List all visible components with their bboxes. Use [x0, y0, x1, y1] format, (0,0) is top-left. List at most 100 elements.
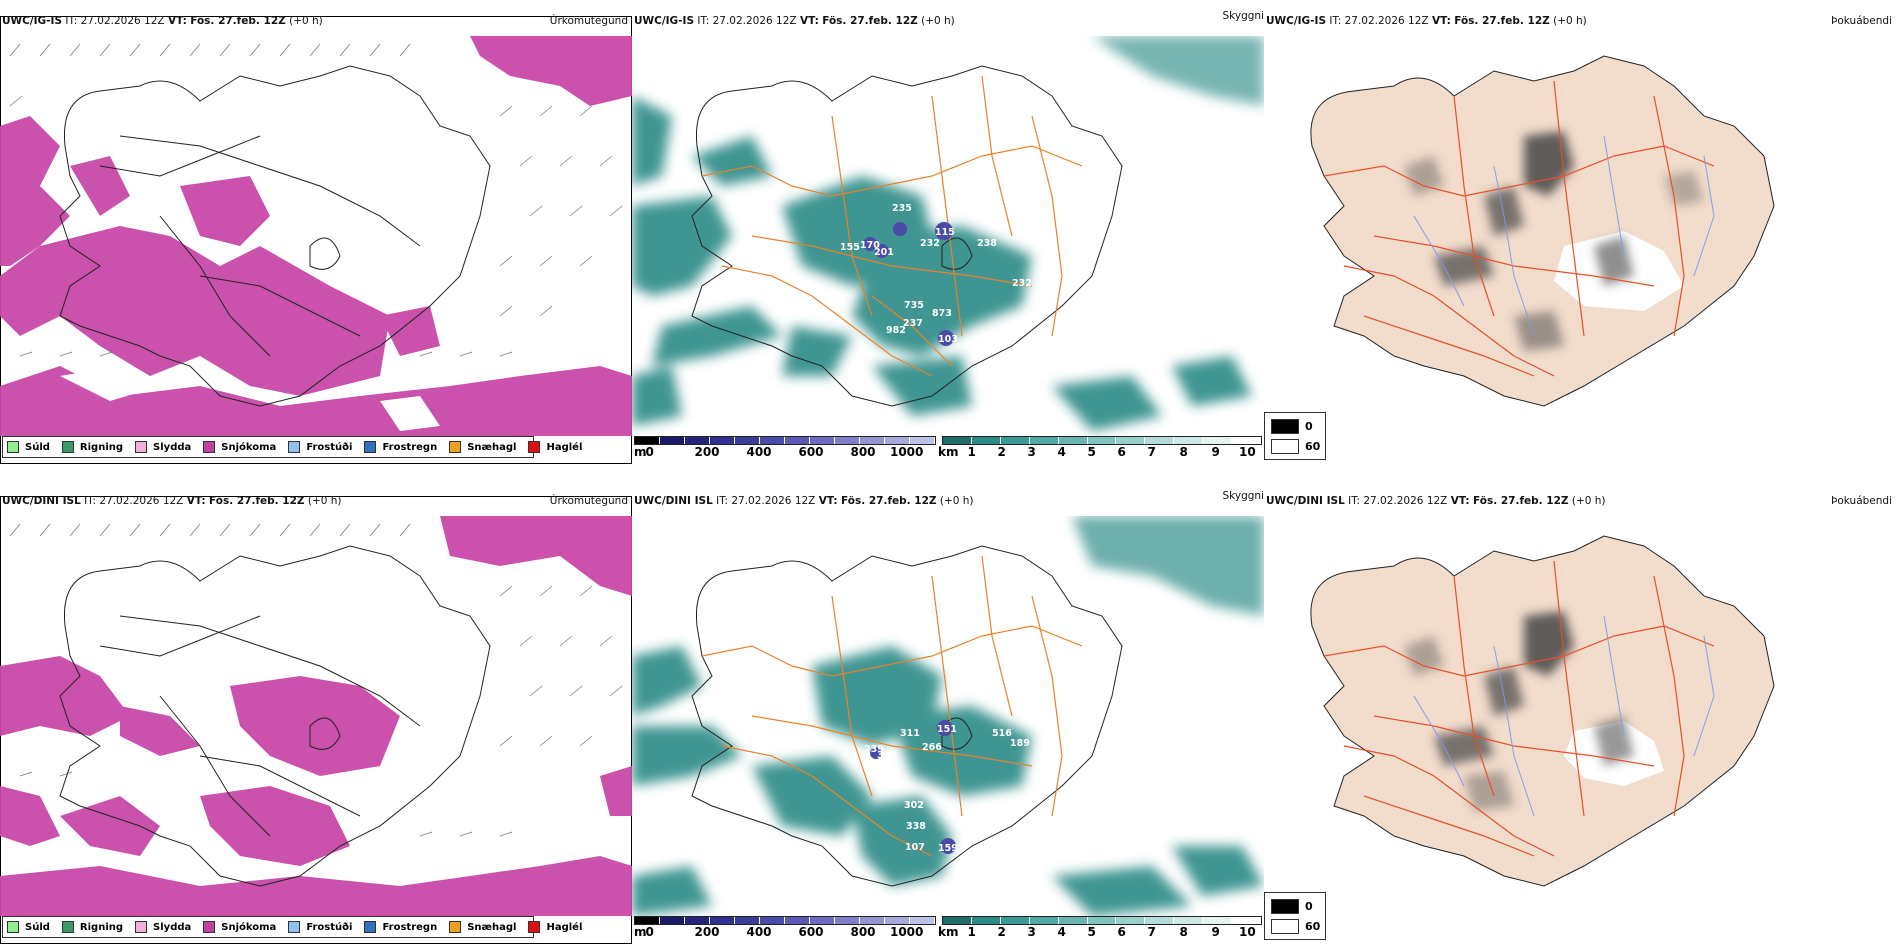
- valid-time: Fös. 27.feb. 12Z: [1472, 495, 1569, 507]
- legend-item: Slydda: [135, 441, 191, 453]
- visibility-label: 232: [1012, 278, 1032, 289]
- legend-item: Frostregn: [364, 441, 437, 453]
- model-name: UWC/DINI ISL: [2, 495, 81, 507]
- visibility-tick: 5: [1087, 925, 1096, 939]
- fog-panel-1: UWC/IG-IS IT: 27.02.2026 12Z VT: Fös. 27…: [1264, 12, 1900, 464]
- visibility-tick: 6: [1117, 925, 1126, 939]
- legend-swatch: [528, 441, 541, 453]
- legend-item: Slydda: [135, 921, 191, 933]
- lead-time: (+0 h): [289, 15, 323, 27]
- visibility-label: 238: [977, 238, 997, 249]
- precip-legend: Súld Rigning Slydda Snjókoma Frostúði Fr…: [2, 436, 582, 458]
- lead-time: (+0 h): [307, 495, 342, 507]
- visibility-label: 873: [932, 308, 952, 319]
- legend-swatch: [7, 921, 19, 933]
- visibility-header: UWC/DINI ISL IT: 27.02.2026 12Z VT: Fös.…: [634, 495, 974, 507]
- fog-panel-2: UWC/DINI ISL IT: 27.02.2026 12Z VT: Fös.…: [1264, 492, 1900, 944]
- fog-tick: 60: [1305, 920, 1321, 933]
- legend-label: Súld: [25, 921, 50, 933]
- vt-label: VT:: [799, 15, 819, 27]
- vt-label: VT:: [186, 495, 206, 507]
- legend-swatch: [364, 921, 377, 933]
- legend-item: Snjókoma: [203, 921, 276, 933]
- legend-label: Rigning: [79, 441, 124, 453]
- lead-time: (+0 h): [939, 495, 974, 507]
- height-tick: 1000: [889, 925, 924, 939]
- visibility-label: 516: [992, 728, 1012, 739]
- legend-label: Haglél: [546, 921, 583, 933]
- fog-swatch: [1271, 419, 1299, 434]
- vt-label: VT:: [167, 15, 187, 27]
- legend-label: Frostregn: [382, 441, 438, 453]
- visibility-panel-1: 115 170 155 201 232 238 735 873 982 237 …: [632, 10, 1264, 464]
- visibility-tick: 1: [967, 925, 976, 939]
- height-tick: 400: [746, 925, 772, 939]
- legend-swatch: [203, 921, 216, 933]
- visibility-tick: 8: [1179, 445, 1188, 459]
- visibility-panel-2: 479 151 516 311 266 189 239 304 302 338 …: [632, 490, 1265, 944]
- legend-label: Frostúði: [306, 441, 353, 453]
- visibility-tick: 9: [1211, 925, 1220, 939]
- visibility-label: 266: [922, 742, 942, 753]
- legend-swatch: [203, 441, 216, 453]
- legend-label: Snjókoma: [221, 441, 277, 453]
- precip-header: UWC/DINI ISL IT: 27.02.2026 12Z VT: Fös.…: [2, 495, 342, 507]
- visibility-map: 479 151 516 311 266 189 239 304 302 338 …: [632, 516, 1264, 916]
- init-time: IT: 27.02.2026 12Z: [716, 495, 816, 507]
- visibility-colorbar: km 1 2 3 4 5 6 7 8 9 10: [938, 436, 1262, 460]
- legend-item: Súld: [7, 441, 50, 453]
- height-tick: 1000: [889, 445, 924, 459]
- visibility-label: 151: [937, 724, 957, 735]
- visibility-tick: 5: [1087, 445, 1096, 459]
- visibility-label: 201: [874, 247, 894, 258]
- visibility-label: 170: [860, 240, 880, 251]
- valid-time: Fös. 27.feb. 12Z: [208, 495, 305, 507]
- precip-legend: Súld Rigning Slydda Snjókoma Frostúði Fr…: [2, 916, 582, 938]
- visibility-label: 735: [904, 300, 924, 311]
- fog-tick: 60: [1305, 440, 1321, 453]
- visibility-label: 159: [938, 843, 958, 854]
- visibility-title: Skyggni: [1222, 490, 1265, 502]
- fog-map: [1310, 535, 1775, 887]
- fog-header: UWC/IG-IS IT: 27.02.2026 12Z VT: Fös. 27…: [1266, 15, 1587, 27]
- valid-time: Fös. 27.feb. 12Z: [822, 15, 918, 27]
- visibility-label: 304: [877, 750, 897, 761]
- legend-swatch: [364, 441, 377, 453]
- height-tick: 800: [850, 445, 876, 459]
- visibility-colorbar: km 1 2 3 4 5 6 7 8 9 10: [938, 916, 1262, 940]
- visibility-tick: 2: [997, 445, 1006, 459]
- legend-swatch: [288, 921, 301, 933]
- visibility-label: 189: [1010, 738, 1030, 749]
- visibility-tick: 2: [997, 925, 1006, 939]
- init-time: IT: 27.02.2026 12Z: [1348, 495, 1448, 507]
- legend-label: Snæhagl: [467, 441, 517, 453]
- visibility-label: 311: [900, 728, 920, 739]
- legend-item: Snæhagl: [449, 921, 516, 933]
- init-time: IT: 27.02.2026 12Z: [65, 15, 165, 27]
- fog-swatch: [1271, 899, 1299, 914]
- visibility-label: 237: [903, 318, 923, 329]
- visibility-header: UWC/IG-IS IT: 27.02.2026 12Z VT: Fös. 27…: [634, 15, 955, 27]
- visibility-unit: km: [938, 445, 959, 459]
- legend-swatch: [61, 921, 74, 933]
- precip-panel-2: UWC/DINI ISL IT: 27.02.2026 12Z VT: Fös.…: [0, 492, 632, 944]
- init-time: IT: 27.02.2026 12Z: [1329, 15, 1429, 27]
- legend-swatch: [449, 441, 462, 453]
- visibility-label: 239: [864, 744, 884, 755]
- height-unit: m: [634, 445, 647, 459]
- fog-swatch: [1271, 919, 1299, 934]
- visibility-label: 103: [938, 334, 958, 345]
- height-tick: 600: [798, 925, 824, 939]
- legend-item: Haglél: [528, 921, 582, 933]
- height-tick: 600: [798, 445, 824, 459]
- fog-header: UWC/DINI ISL IT: 27.02.2026 12Z VT: Fös.…: [1266, 495, 1606, 507]
- legend-label: Haglél: [546, 441, 583, 453]
- precip-map: [0, 36, 632, 436]
- legend-item: Frostúði: [288, 441, 352, 453]
- legend-swatch: [135, 441, 148, 453]
- visibility-label: 232: [920, 238, 940, 249]
- legend-swatch: [135, 921, 148, 933]
- legend-swatch: [528, 921, 541, 933]
- vt-label: VT:: [1450, 495, 1470, 507]
- valid-time: Fös. 27.feb. 12Z: [1454, 15, 1550, 27]
